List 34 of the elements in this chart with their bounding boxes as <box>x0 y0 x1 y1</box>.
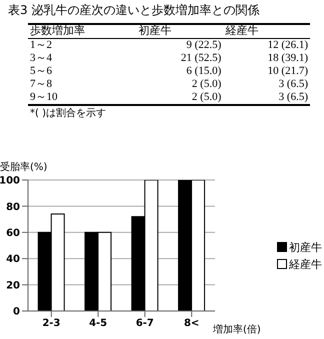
legend-label: 経産牛 <box>289 256 322 272</box>
x-tick-label: 4-5 <box>89 318 108 330</box>
text: 5～6 <box>29 65 53 78</box>
text: 6 (15.0) <box>185 65 222 78</box>
text: 10 (21.7) <box>266 65 309 78</box>
x-tick-label: 6-7 <box>136 318 154 330</box>
text: 3 (6.5) <box>278 78 309 91</box>
text: 9 (22.5) <box>185 38 222 52</box>
text: 18 (39.1) <box>266 52 309 65</box>
text: 2 (5.0) <box>190 78 222 91</box>
text: 初産牛 <box>138 24 173 38</box>
text: 21 (52.5) <box>180 52 222 65</box>
text: 経産牛 <box>224 24 260 38</box>
text: 歩数増加率 <box>29 24 86 38</box>
y-tick-label: 80 <box>6 202 20 213</box>
x-tick-label: 2-3 <box>42 318 60 330</box>
text: 1～2 <box>29 38 53 52</box>
text: 表3 泌乳牛の産次の違いと歩数増加率との関係 <box>8 2 260 19</box>
text: *( )は割合を示す <box>30 106 107 120</box>
y-tick-label: 60 <box>6 228 20 239</box>
y-tick-label: 100 <box>0 176 20 187</box>
x-axis-title: 増加率(倍) <box>212 324 261 336</box>
y-tick-label: 0 <box>13 306 20 318</box>
text: 3～4 <box>29 52 53 65</box>
x-tick-label: 8< <box>184 318 200 330</box>
legend-label: 初産牛 <box>289 240 322 254</box>
y-tick-label: 20 <box>6 280 20 292</box>
y-tick-label: 40 <box>6 254 20 266</box>
text: 2 (5.0) <box>190 91 222 105</box>
text: 3 (6.5) <box>278 91 309 105</box>
text: 9～10 <box>29 91 58 105</box>
text: 7～8 <box>29 78 53 91</box>
y-axis-title: 受胎率(%) <box>0 160 48 174</box>
text: 12 (26.1) <box>266 38 309 52</box>
